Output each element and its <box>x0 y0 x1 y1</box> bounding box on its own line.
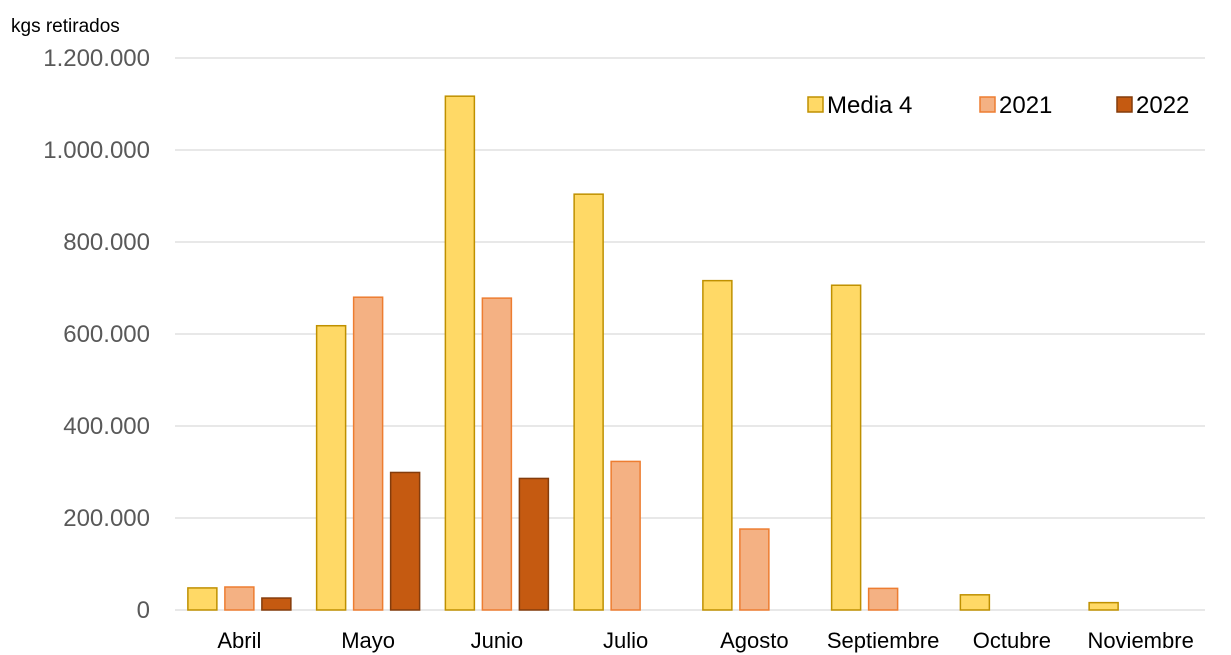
y-axis-label: kgs retirados <box>11 16 120 37</box>
bar <box>315 324 347 611</box>
x-tick-label: Junio <box>471 628 524 653</box>
y-axis-ticks: 0 200.000 400.000 600.000 800.000 1.000.000 1.… <box>43 45 150 624</box>
bar <box>444 95 476 611</box>
bar <box>389 471 421 611</box>
x-tick-label: Noviembre <box>1087 628 1193 653</box>
x-tick-label: Mayo <box>341 628 395 653</box>
bar <box>830 284 862 611</box>
x-tick-label: Julio <box>603 628 648 653</box>
bar <box>573 193 604 611</box>
legend-swatch <box>807 96 824 113</box>
bar <box>518 477 550 611</box>
bar <box>481 297 513 611</box>
legend-swatch <box>979 96 996 113</box>
x-tick-label: Agosto <box>720 628 789 653</box>
y-tick-label: 800.000 <box>63 229 150 256</box>
x-tick-label: Octubre <box>973 628 1051 653</box>
bar <box>739 528 770 611</box>
y-tick-label: 200.000 <box>63 505 150 532</box>
x-tick-label: Abril <box>217 628 261 653</box>
legend-label: 2021 <box>999 92 1052 119</box>
legend: Media 4 2021 2022 <box>807 92 1189 119</box>
bar <box>959 594 991 611</box>
gridlines <box>175 57 1205 611</box>
bar <box>1088 601 1119 611</box>
bars <box>187 95 1119 611</box>
bar <box>187 587 218 611</box>
y-tick-label: 400.000 <box>63 413 150 440</box>
bar <box>867 587 899 611</box>
bar <box>610 460 641 611</box>
legend-label: 2022 <box>1136 92 1189 119</box>
bar <box>352 296 384 611</box>
y-tick-label: 600.000 <box>63 321 150 348</box>
bar <box>702 279 733 611</box>
bar <box>261 597 292 611</box>
x-tick-label: Septiembre <box>827 628 940 653</box>
bar <box>224 586 255 611</box>
y-tick-label: 1.000.000 <box>43 137 150 164</box>
legend-label: Media 4 <box>827 92 912 119</box>
y-tick-label: 0 <box>137 597 150 624</box>
y-tick-label: 1.200.000 <box>43 45 150 72</box>
x-axis-ticks: Abril Mayo Junio Julio Agosto Septiembre Octub… <box>217 628 1193 653</box>
legend-swatch <box>1116 96 1133 113</box>
